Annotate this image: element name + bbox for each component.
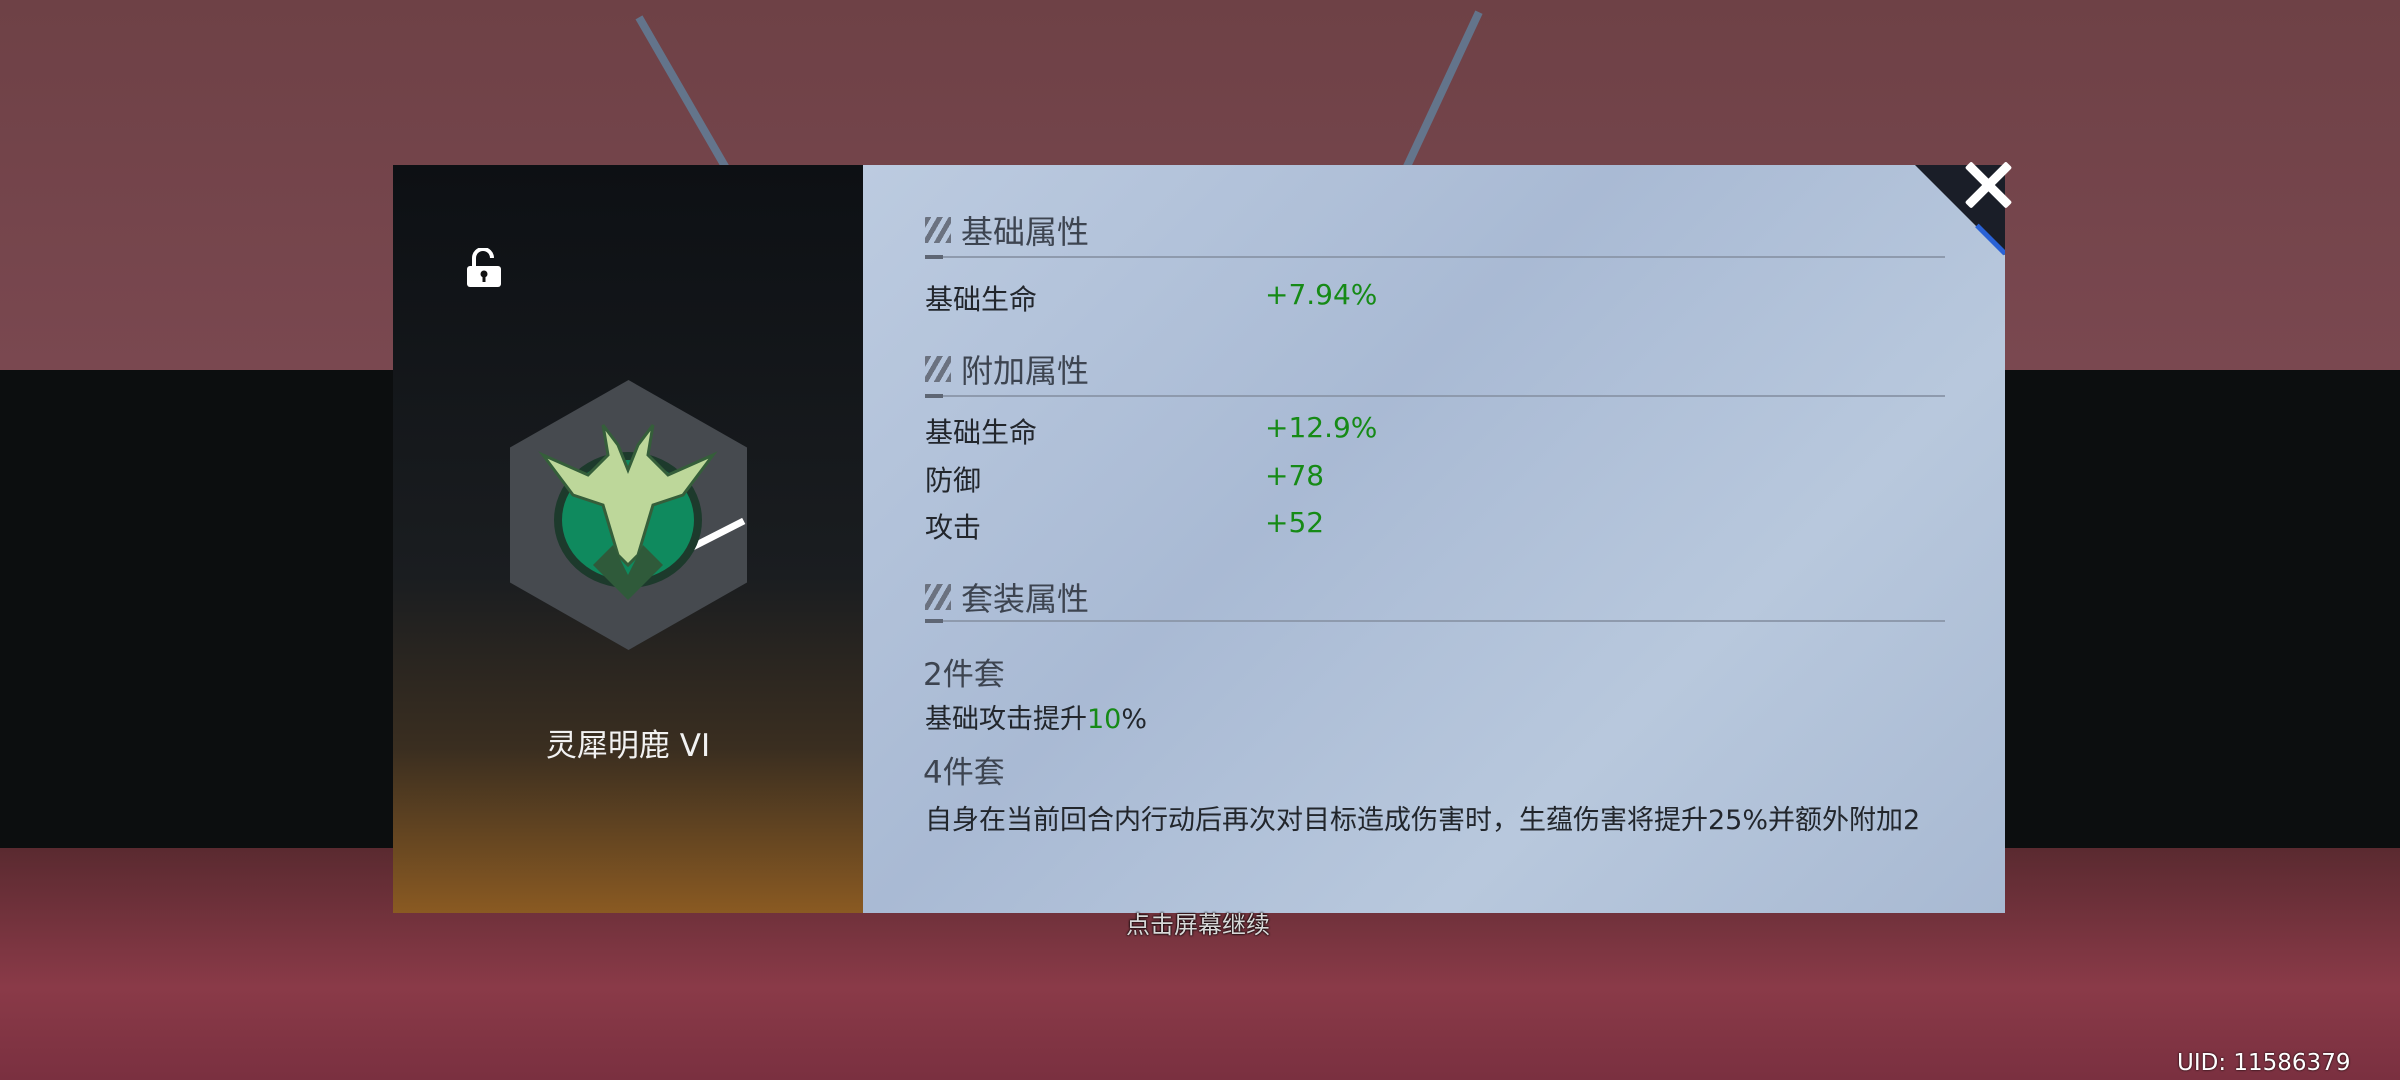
uid-label: UID: 11586379 [2177, 1050, 2351, 1076]
stat-label: 攻击 [925, 511, 982, 544]
stats-scroll-area[interactable]: 基础属性 基础生命 +7.94% 附加属性 基础生命 +12.9% 防御 +78… [863, 165, 2005, 848]
stat-label: 防御 [925, 464, 982, 497]
stat-value: +78 [1265, 459, 1325, 492]
divider [925, 394, 1945, 398]
effect-text: % [1121, 704, 1148, 735]
section-title: 基础属性 [961, 213, 1090, 251]
stat-value: +12.9% [1265, 411, 1378, 444]
slash-icon [925, 217, 951, 243]
section-title: 套装属性 [961, 580, 1090, 618]
slash-icon [925, 584, 951, 610]
stat-value: +7.94% [1265, 278, 1378, 311]
two-piece-effect: 基础攻击提升10% [925, 697, 1147, 736]
stat-value: +52 [1265, 506, 1325, 539]
two-piece-title: 2件套 [923, 657, 1005, 693]
slash-icon [925, 356, 951, 382]
tap-to-continue-hint[interactable]: 点击屏幕继续 [1126, 911, 1270, 939]
deer-emblem-icon [538, 424, 718, 600]
section-header-base: 基础属性 [925, 207, 1089, 253]
effect-highlight: 10 [1087, 704, 1122, 735]
divider [925, 255, 1945, 259]
item-stats-panel: 基础属性 基础生命 +7.94% 附加属性 基础生命 +12.9% 防御 +78… [863, 165, 2005, 913]
close-icon[interactable] [1962, 158, 2014, 210]
item-name: 灵犀明鹿 VI [545, 728, 711, 764]
section-header-set: 套装属性 [925, 574, 1089, 620]
unlock-icon[interactable] [466, 248, 502, 288]
four-piece-title: 4件套 [923, 755, 1005, 791]
section-title: 附加属性 [961, 352, 1090, 390]
divider [925, 619, 1945, 623]
section-header-extra: 附加属性 [925, 346, 1089, 392]
effect-text: 基础攻击提升 [925, 704, 1087, 735]
item-preview-panel: 灵犀明鹿 VI [393, 165, 863, 913]
stat-label: 基础生命 [925, 416, 1038, 449]
four-piece-effect: 自身在当前回合内行动后再次对目标造成伤害时，生蕴伤害将提升25%并额外附加2 [925, 805, 1921, 836]
stat-label: 基础生命 [925, 283, 1038, 316]
